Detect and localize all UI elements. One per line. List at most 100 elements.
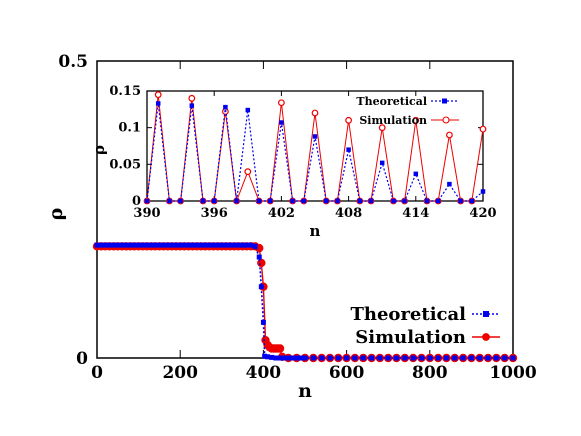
data-point-theoretical xyxy=(391,198,396,204)
data-point-theoretical xyxy=(269,354,275,360)
data-point-simulation xyxy=(479,125,487,133)
data-point-theoretical xyxy=(210,242,216,248)
data-point-theoretical xyxy=(155,101,161,106)
inset-legend-marker-simulation xyxy=(442,116,450,124)
data-point-theoretical xyxy=(245,107,251,113)
data-point-simulation xyxy=(378,124,386,132)
data-point-theoretical xyxy=(258,284,264,290)
data-point-theoretical xyxy=(194,242,200,248)
data-point-theoretical xyxy=(256,198,262,204)
data-point-theoretical xyxy=(352,355,358,361)
inset-y-tick-label: 0 xyxy=(132,194,141,209)
main-x-tick-label: 400 xyxy=(246,363,282,383)
inset-y-axis-label: ρ xyxy=(90,145,108,155)
data-point-theoretical xyxy=(427,355,433,361)
inset-x-tick-label: 390 xyxy=(133,206,160,221)
data-point-theoretical xyxy=(468,355,474,361)
data-point-theoretical xyxy=(115,242,121,248)
data-point-theoretical xyxy=(344,355,350,361)
data-point-simulation xyxy=(345,116,353,124)
data-point-theoretical xyxy=(200,198,206,204)
data-point-theoretical xyxy=(360,355,366,361)
data-point-theoretical xyxy=(178,198,183,204)
data-point-theoretical xyxy=(98,242,104,248)
data-point-theoretical xyxy=(173,242,179,248)
data-point-theoretical xyxy=(177,242,183,248)
data-point-theoretical xyxy=(106,242,112,248)
data-point-theoretical xyxy=(485,355,491,361)
data-point-theoretical xyxy=(435,355,441,361)
data-point-theoretical xyxy=(312,134,318,139)
data-point-theoretical xyxy=(198,242,204,248)
data-point-theoretical xyxy=(402,198,407,204)
inset-legend-label-simulation: Simulation xyxy=(359,114,427,127)
main-legend-label-theoretical: Theoretical xyxy=(351,304,467,325)
data-point-theoretical xyxy=(231,242,237,248)
data-point-theoretical xyxy=(156,242,162,248)
inset-x-tick-label: 420 xyxy=(469,206,496,221)
data-point-theoretical xyxy=(302,355,308,361)
main-x-tick-label: 800 xyxy=(412,363,448,383)
data-point-theoretical xyxy=(452,355,458,361)
inset-y-tick-labels: 0 0.05 0.1 0.15 xyxy=(109,84,141,209)
main-y-tick-labels: 0 0.5 xyxy=(58,52,88,369)
data-point-theoretical xyxy=(290,198,295,204)
data-point-theoretical xyxy=(267,198,273,204)
data-point-simulation xyxy=(244,168,252,176)
data-point-theoretical xyxy=(301,198,307,204)
data-point-theoretical xyxy=(262,353,268,359)
data-point-theoretical xyxy=(169,242,175,248)
data-point-theoretical xyxy=(279,120,284,125)
main-legend: Theoretical Simulation xyxy=(351,304,500,348)
data-point-theoretical xyxy=(410,355,416,361)
main-x-tick-labels: 0 200 400 600 800 1000 xyxy=(91,363,537,383)
inset-y-tick-label: 0.05 xyxy=(109,157,141,172)
data-point-simulation xyxy=(275,344,285,353)
data-point-theoretical xyxy=(234,198,239,204)
data-point-theoretical xyxy=(211,198,217,204)
inset-legend-label-theoretical: Theoretical xyxy=(356,95,427,108)
data-point-simulation xyxy=(446,131,453,139)
data-point-theoretical xyxy=(260,319,266,325)
data-point-theoretical xyxy=(377,355,383,361)
data-point-theoretical xyxy=(102,242,108,248)
inset-plot-frame xyxy=(146,90,484,202)
data-point-theoretical xyxy=(424,198,430,204)
data-point-theoretical xyxy=(148,242,154,248)
data-point-theoretical xyxy=(285,355,291,361)
main-x-tick-label: 600 xyxy=(329,363,365,383)
data-point-theoretical xyxy=(402,355,408,361)
data-point-theoretical xyxy=(248,242,254,248)
main-x-tick-label: 0 xyxy=(91,363,103,383)
data-point-theoretical xyxy=(190,242,196,248)
data-point-theoretical xyxy=(502,355,508,361)
data-point-theoretical xyxy=(189,103,195,108)
data-point-theoretical xyxy=(219,242,225,248)
main-legend-label-simulation: Simulation xyxy=(355,327,466,348)
data-point-theoretical xyxy=(480,189,486,194)
data-point-theoretical xyxy=(281,355,287,361)
data-point-theoretical xyxy=(443,355,449,361)
data-point-theoretical xyxy=(223,104,228,110)
data-point-theoretical xyxy=(323,198,329,204)
main-legend-marker-theoretical xyxy=(483,311,489,317)
data-point-theoretical xyxy=(357,198,363,204)
data-point-theoretical xyxy=(277,355,283,361)
data-point-theoretical xyxy=(335,198,340,204)
data-point-theoretical xyxy=(327,355,333,361)
data-point-theoretical xyxy=(413,171,419,177)
main-legend-marker-simulation xyxy=(482,333,490,341)
data-point-theoretical xyxy=(123,242,129,248)
inset-chart: 390 396 402 408 414 420 0 0.05 0.1 0.15 … xyxy=(90,84,497,240)
data-point-theoretical xyxy=(379,160,385,166)
inset-y-tick-label: 0.1 xyxy=(118,121,141,136)
inset-x-axis-label: n xyxy=(310,222,321,240)
data-point-theoretical xyxy=(265,354,271,360)
data-point-theoretical xyxy=(136,242,142,248)
data-point-theoretical xyxy=(181,242,187,248)
main-y-tick-label: 0.5 xyxy=(58,52,88,72)
inset-y-tick-label: 0.15 xyxy=(109,84,141,99)
data-point-simulation xyxy=(154,91,162,99)
data-point-theoretical xyxy=(394,355,400,361)
